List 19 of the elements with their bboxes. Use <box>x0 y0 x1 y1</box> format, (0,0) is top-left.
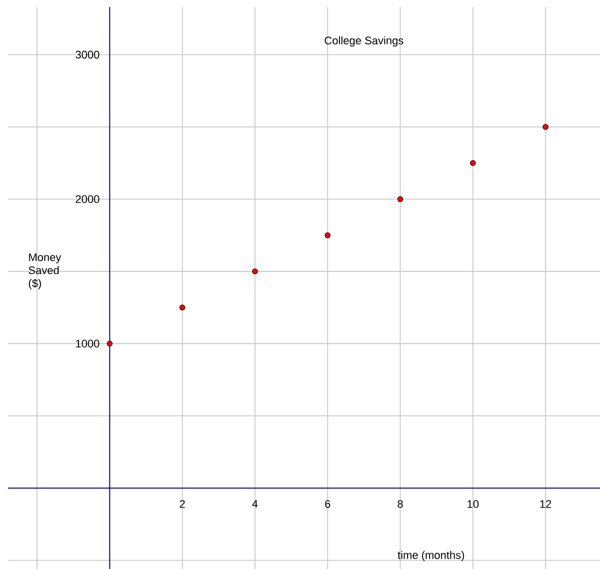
x-axis-title: time (months) <box>398 550 464 562</box>
point <box>397 196 404 202</box>
y-tick-label: 2000 <box>76 195 100 204</box>
point <box>106 340 113 347</box>
x-tick-label: 8 <box>398 500 403 508</box>
point <box>324 232 331 238</box>
x-tick-label: 6 <box>325 500 330 508</box>
point <box>252 268 258 274</box>
x-tick-label: 4 <box>252 500 258 508</box>
y-tick-label: 1000 <box>76 340 100 348</box>
x-tick-label: 10 <box>468 500 479 508</box>
point <box>542 124 548 130</box>
y-tick-label: 3000 <box>76 50 100 59</box>
y-axis-title: Money Saved ($) <box>28 253 62 290</box>
x-tick-label: 2 <box>180 500 185 508</box>
x-tick-label: 12 <box>540 500 552 508</box>
point <box>179 304 186 310</box>
text: College Savings <box>324 36 404 47</box>
point <box>470 160 476 166</box>
